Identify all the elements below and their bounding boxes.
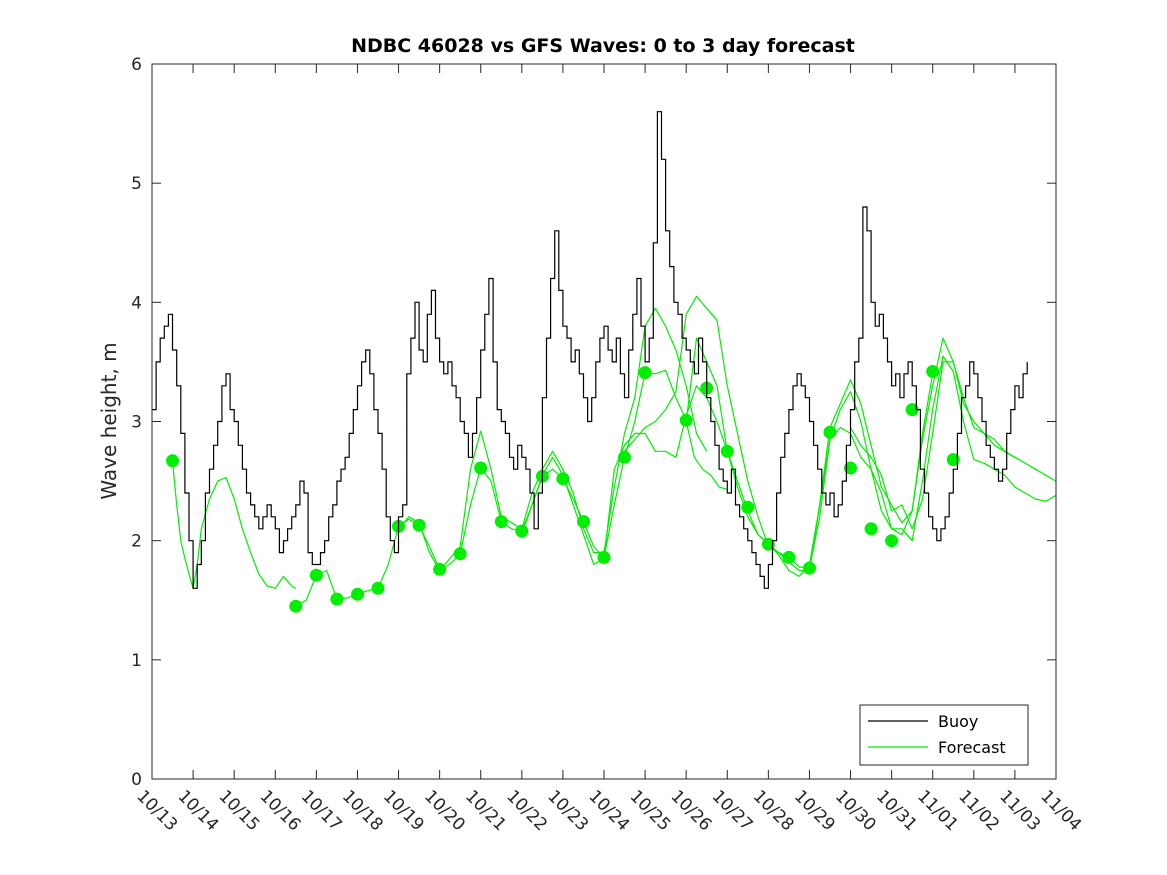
forecast-marker	[905, 403, 919, 417]
y-axis-title: Wave height, m	[97, 342, 121, 499]
forecast-marker	[638, 366, 652, 380]
y-tick-label: 4	[131, 293, 142, 313]
forecast-marker	[782, 550, 796, 564]
forecast-marker	[844, 461, 857, 475]
forecast-marker	[823, 425, 837, 439]
forecast-marker	[761, 537, 775, 551]
forecast-marker	[371, 581, 385, 595]
y-tick-label: 2	[131, 532, 142, 552]
forecast-run-line	[624, 295, 1016, 572]
forecast-run-line	[398, 307, 708, 572]
forecast-marker-group	[166, 365, 960, 613]
forecast-run-line	[685, 421, 728, 490]
legend-forecast-label: Forecast	[938, 738, 1006, 757]
forecast-marker	[330, 592, 344, 606]
forecast-marker	[597, 550, 611, 564]
forecast-marker	[926, 365, 940, 378]
buoy-line	[152, 111, 1028, 589]
forecast-run-line	[849, 361, 1057, 530]
forecast-marker	[433, 562, 447, 576]
forecast-marker	[556, 472, 570, 486]
forecast-marker	[577, 515, 590, 529]
y-tick-group: 0 1 2 3 4 5 6	[131, 55, 1056, 790]
forecast-marker	[453, 547, 467, 561]
forecast-marker	[741, 500, 755, 514]
plot-area	[152, 64, 1056, 779]
forecast-marker	[494, 515, 508, 529]
y-tick-label: 1	[131, 651, 142, 671]
plot-frame	[151, 63, 1057, 780]
forecast-marker	[412, 518, 426, 532]
forecast-marker	[864, 522, 878, 536]
legend-box	[859, 704, 1029, 766]
forecast-run-line	[171, 460, 297, 589]
y-tick-label: 5	[131, 174, 142, 194]
forecast-marker	[515, 524, 529, 538]
y-tick-label: 6	[131, 55, 142, 75]
forecast-marker	[351, 587, 364, 601]
legend: Buoy Forecast	[859, 704, 1029, 766]
forecast-marker	[309, 568, 323, 582]
chart-title: NDBC 46028 vs GFS Waves: 0 to 3 day fore…	[351, 35, 855, 57]
y-tick-label: 0	[131, 770, 142, 790]
forecast-marker	[474, 461, 488, 475]
forecast-marker	[289, 599, 303, 613]
legend-buoy-label: Buoy	[938, 712, 978, 731]
forecast-marker	[720, 444, 734, 458]
forecast-marker	[803, 561, 816, 575]
forecast-marker	[885, 534, 899, 548]
buoy-series	[152, 111, 1028, 589]
forecast-marker	[679, 413, 693, 427]
forecast-marker	[166, 454, 179, 468]
y-tick-label: 3	[131, 413, 142, 433]
forecast-marker	[618, 450, 631, 464]
forecast-marker	[946, 453, 960, 467]
